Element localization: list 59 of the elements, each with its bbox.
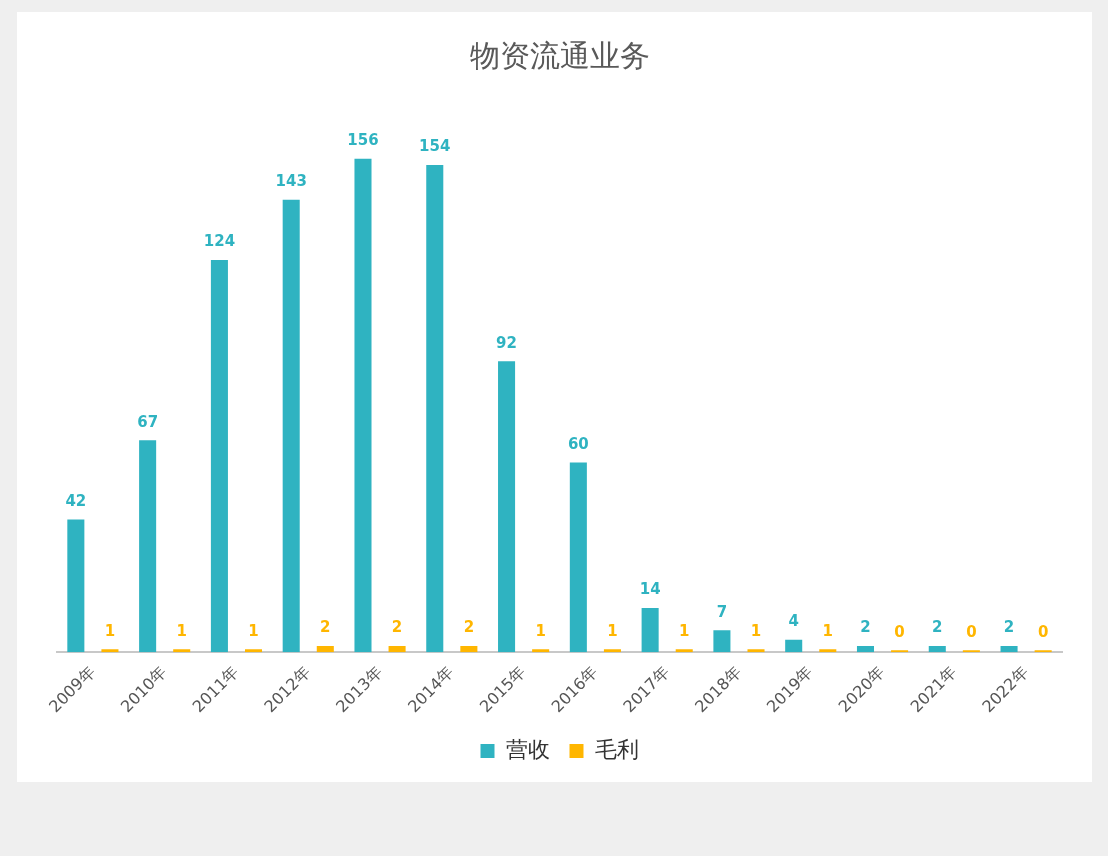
bar [139, 440, 157, 653]
bar [426, 164, 444, 653]
data-label: 0 [966, 622, 977, 641]
data-label: 156 [347, 131, 379, 150]
data-label: 92 [496, 333, 517, 352]
bar [282, 199, 300, 653]
data-label: 0 [1037, 622, 1049, 641]
data-label: 1 [176, 621, 187, 640]
bar [747, 649, 765, 653]
bar [603, 649, 621, 653]
bar [388, 645, 406, 653]
data-label: 143 [275, 172, 307, 191]
data-label: 2 [932, 618, 943, 637]
data-label: 2 [391, 618, 403, 637]
data-label: 154 [419, 137, 451, 156]
data-label: 2 [463, 618, 475, 637]
data-label: 7 [716, 602, 728, 621]
legend-label: 营收 [505, 736, 550, 762]
bar [928, 645, 946, 653]
data-label: 2 [320, 618, 331, 637]
bar [498, 361, 516, 653]
data-label: 60 [567, 434, 589, 453]
data-label: 0 [894, 622, 905, 641]
bar [569, 462, 587, 653]
bar [173, 649, 191, 653]
bar [1000, 645, 1018, 653]
data-label: 1 [679, 621, 690, 640]
bar [101, 649, 119, 653]
chart-title: 物资流通业务 [469, 37, 650, 73]
bar [532, 649, 550, 653]
bar [67, 519, 85, 653]
bar [244, 649, 263, 653]
bar [316, 645, 334, 653]
data-label: 1 [750, 621, 762, 640]
bar [713, 630, 731, 653]
data-label: 1 [104, 621, 116, 640]
bar [891, 650, 909, 653]
data-label: 4 [788, 612, 799, 631]
data-label: 2 [1003, 618, 1015, 637]
bar [460, 645, 478, 653]
bar [962, 650, 980, 653]
data-label: 1 [535, 621, 546, 640]
bar [1034, 650, 1052, 653]
bar [819, 649, 837, 653]
bar [641, 608, 659, 653]
data-label: 1 [248, 621, 259, 640]
data-label: 1 [822, 621, 834, 640]
bar [210, 259, 228, 653]
legend-label: 毛利 [594, 736, 639, 762]
data-label: 42 [65, 491, 87, 510]
bar [785, 639, 803, 653]
data-label: 2 [860, 618, 871, 637]
data-label: 1 [607, 621, 618, 640]
bar [675, 649, 693, 653]
data-label: 67 [137, 412, 159, 431]
bar [354, 158, 372, 653]
data-label: 124 [203, 232, 236, 251]
data-label: 14 [639, 580, 661, 599]
bar [856, 645, 875, 653]
